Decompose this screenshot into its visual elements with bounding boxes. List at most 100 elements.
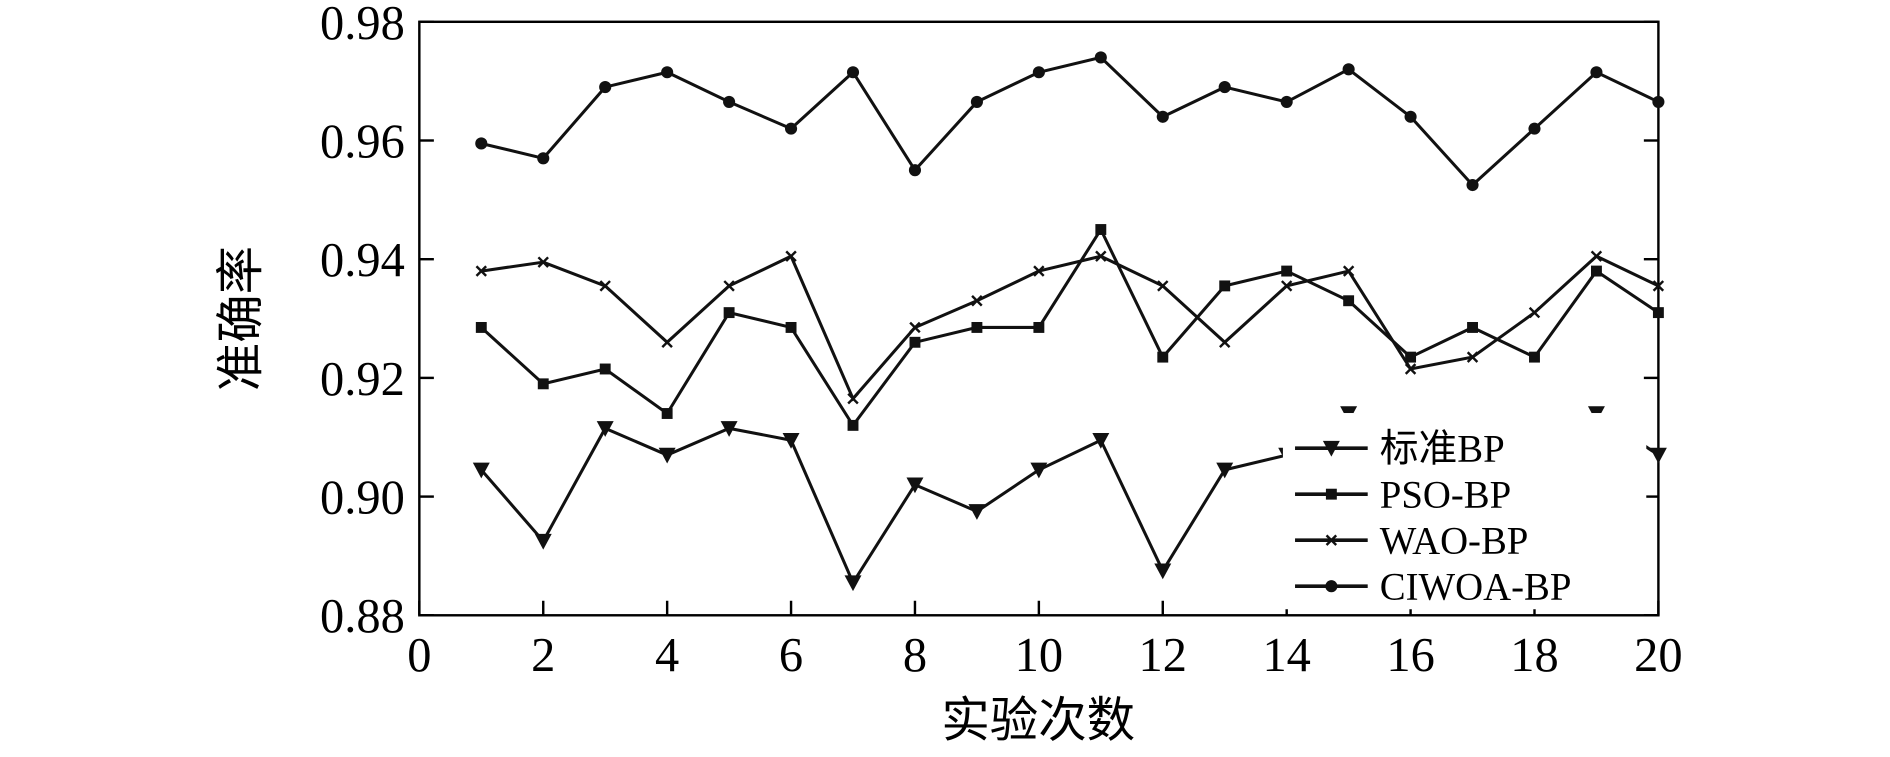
series-line (480, 55, 1660, 188)
data-point (599, 280, 611, 292)
data-point (1405, 351, 1417, 363)
data-point (971, 295, 983, 307)
data-point (1033, 265, 1045, 277)
data-point (1528, 122, 1541, 135)
data-point (1095, 250, 1107, 262)
data-point (1590, 66, 1603, 79)
data-point (1033, 321, 1045, 333)
y-tick-label: 0.96 (320, 115, 405, 168)
data-point (909, 336, 921, 348)
x-tick-label: 0 (407, 629, 431, 682)
data-point (1219, 336, 1231, 348)
data-point (1342, 265, 1355, 277)
data-point (1280, 280, 1293, 292)
legend-label: 标准BP (1380, 427, 1505, 470)
legend-label: WAO-BP (1380, 520, 1529, 563)
data-point (599, 81, 612, 94)
data-point (1404, 363, 1417, 375)
data-point (599, 363, 611, 375)
x-tick-label: 12 (1139, 629, 1187, 682)
data-point (1095, 224, 1107, 235)
data-point (1094, 51, 1107, 64)
data-point (847, 392, 859, 405)
data-point (971, 321, 983, 333)
data-point (1216, 462, 1234, 479)
data-point (1030, 462, 1048, 479)
data-point (475, 321, 487, 333)
data-point (909, 321, 921, 334)
y-tick-label: 0.98 (320, 0, 405, 50)
legend-label: CIWOA-BP (1380, 566, 1572, 609)
data-point (1528, 306, 1541, 319)
data-point (1218, 81, 1231, 94)
x-tick-label: 8 (903, 629, 927, 682)
legend-box (1282, 413, 1647, 610)
x-tick-label: 10 (1015, 629, 1063, 682)
data-point (1404, 110, 1417, 123)
series-line (480, 226, 1660, 429)
data-point (1652, 280, 1665, 292)
legend-marker (1325, 580, 1338, 593)
data-point (661, 66, 674, 79)
y-tick-label: 0.88 (320, 590, 405, 643)
data-point (1342, 63, 1355, 76)
data-point (723, 280, 735, 292)
data-point (723, 307, 735, 319)
data-point (844, 575, 862, 592)
data-point (1157, 280, 1169, 292)
data-point (846, 66, 860, 79)
legend-label: PSO-BP (1380, 473, 1511, 516)
data-point (1590, 265, 1602, 277)
data-point (1154, 563, 1172, 580)
data-point (1466, 351, 1479, 363)
data-point (658, 447, 676, 464)
data-point (968, 504, 986, 520)
data-point (1343, 295, 1355, 307)
data-point (534, 533, 552, 550)
x-tick-label: 6 (779, 629, 803, 682)
y-axis-label: 准确率 (215, 246, 268, 391)
data-point (1280, 95, 1293, 108)
data-point (785, 250, 797, 262)
data-point (661, 336, 673, 348)
data-point (1156, 110, 1169, 123)
data-point (785, 122, 798, 135)
data-point (537, 152, 550, 165)
data-point (472, 462, 490, 479)
x-tick-label: 18 (1510, 629, 1558, 682)
series-line (481, 254, 1660, 402)
data-point (847, 419, 859, 431)
x-tick-label: 4 (655, 629, 679, 682)
data-point (1529, 351, 1540, 363)
y-tick-label: 0.92 (320, 353, 405, 406)
data-point (475, 137, 488, 150)
x-tick-label: 20 (1634, 629, 1682, 682)
x-axis-label: 实验次数 (941, 694, 1135, 747)
data-point (723, 95, 736, 108)
data-point (970, 95, 983, 108)
data-point (537, 256, 549, 268)
data-point (1652, 95, 1665, 108)
data-point (1590, 250, 1603, 262)
y-tick-label: 0.94 (320, 234, 405, 287)
data-point (785, 321, 797, 333)
legend-marker (1325, 534, 1338, 546)
data-point (1032, 66, 1045, 79)
data-point (475, 265, 487, 277)
data-point (1281, 265, 1293, 277)
data-point (537, 378, 549, 390)
data-point (782, 432, 800, 449)
data-point (1649, 447, 1667, 464)
data-point (596, 421, 614, 437)
data-point (1466, 178, 1479, 192)
legend-marker (1322, 440, 1340, 457)
y-tick-label: 0.90 (320, 472, 405, 525)
data-point (1092, 432, 1110, 449)
data-point (1219, 280, 1231, 292)
data-point (661, 408, 673, 419)
legend-marker (1325, 488, 1337, 500)
data-point (1157, 351, 1169, 363)
